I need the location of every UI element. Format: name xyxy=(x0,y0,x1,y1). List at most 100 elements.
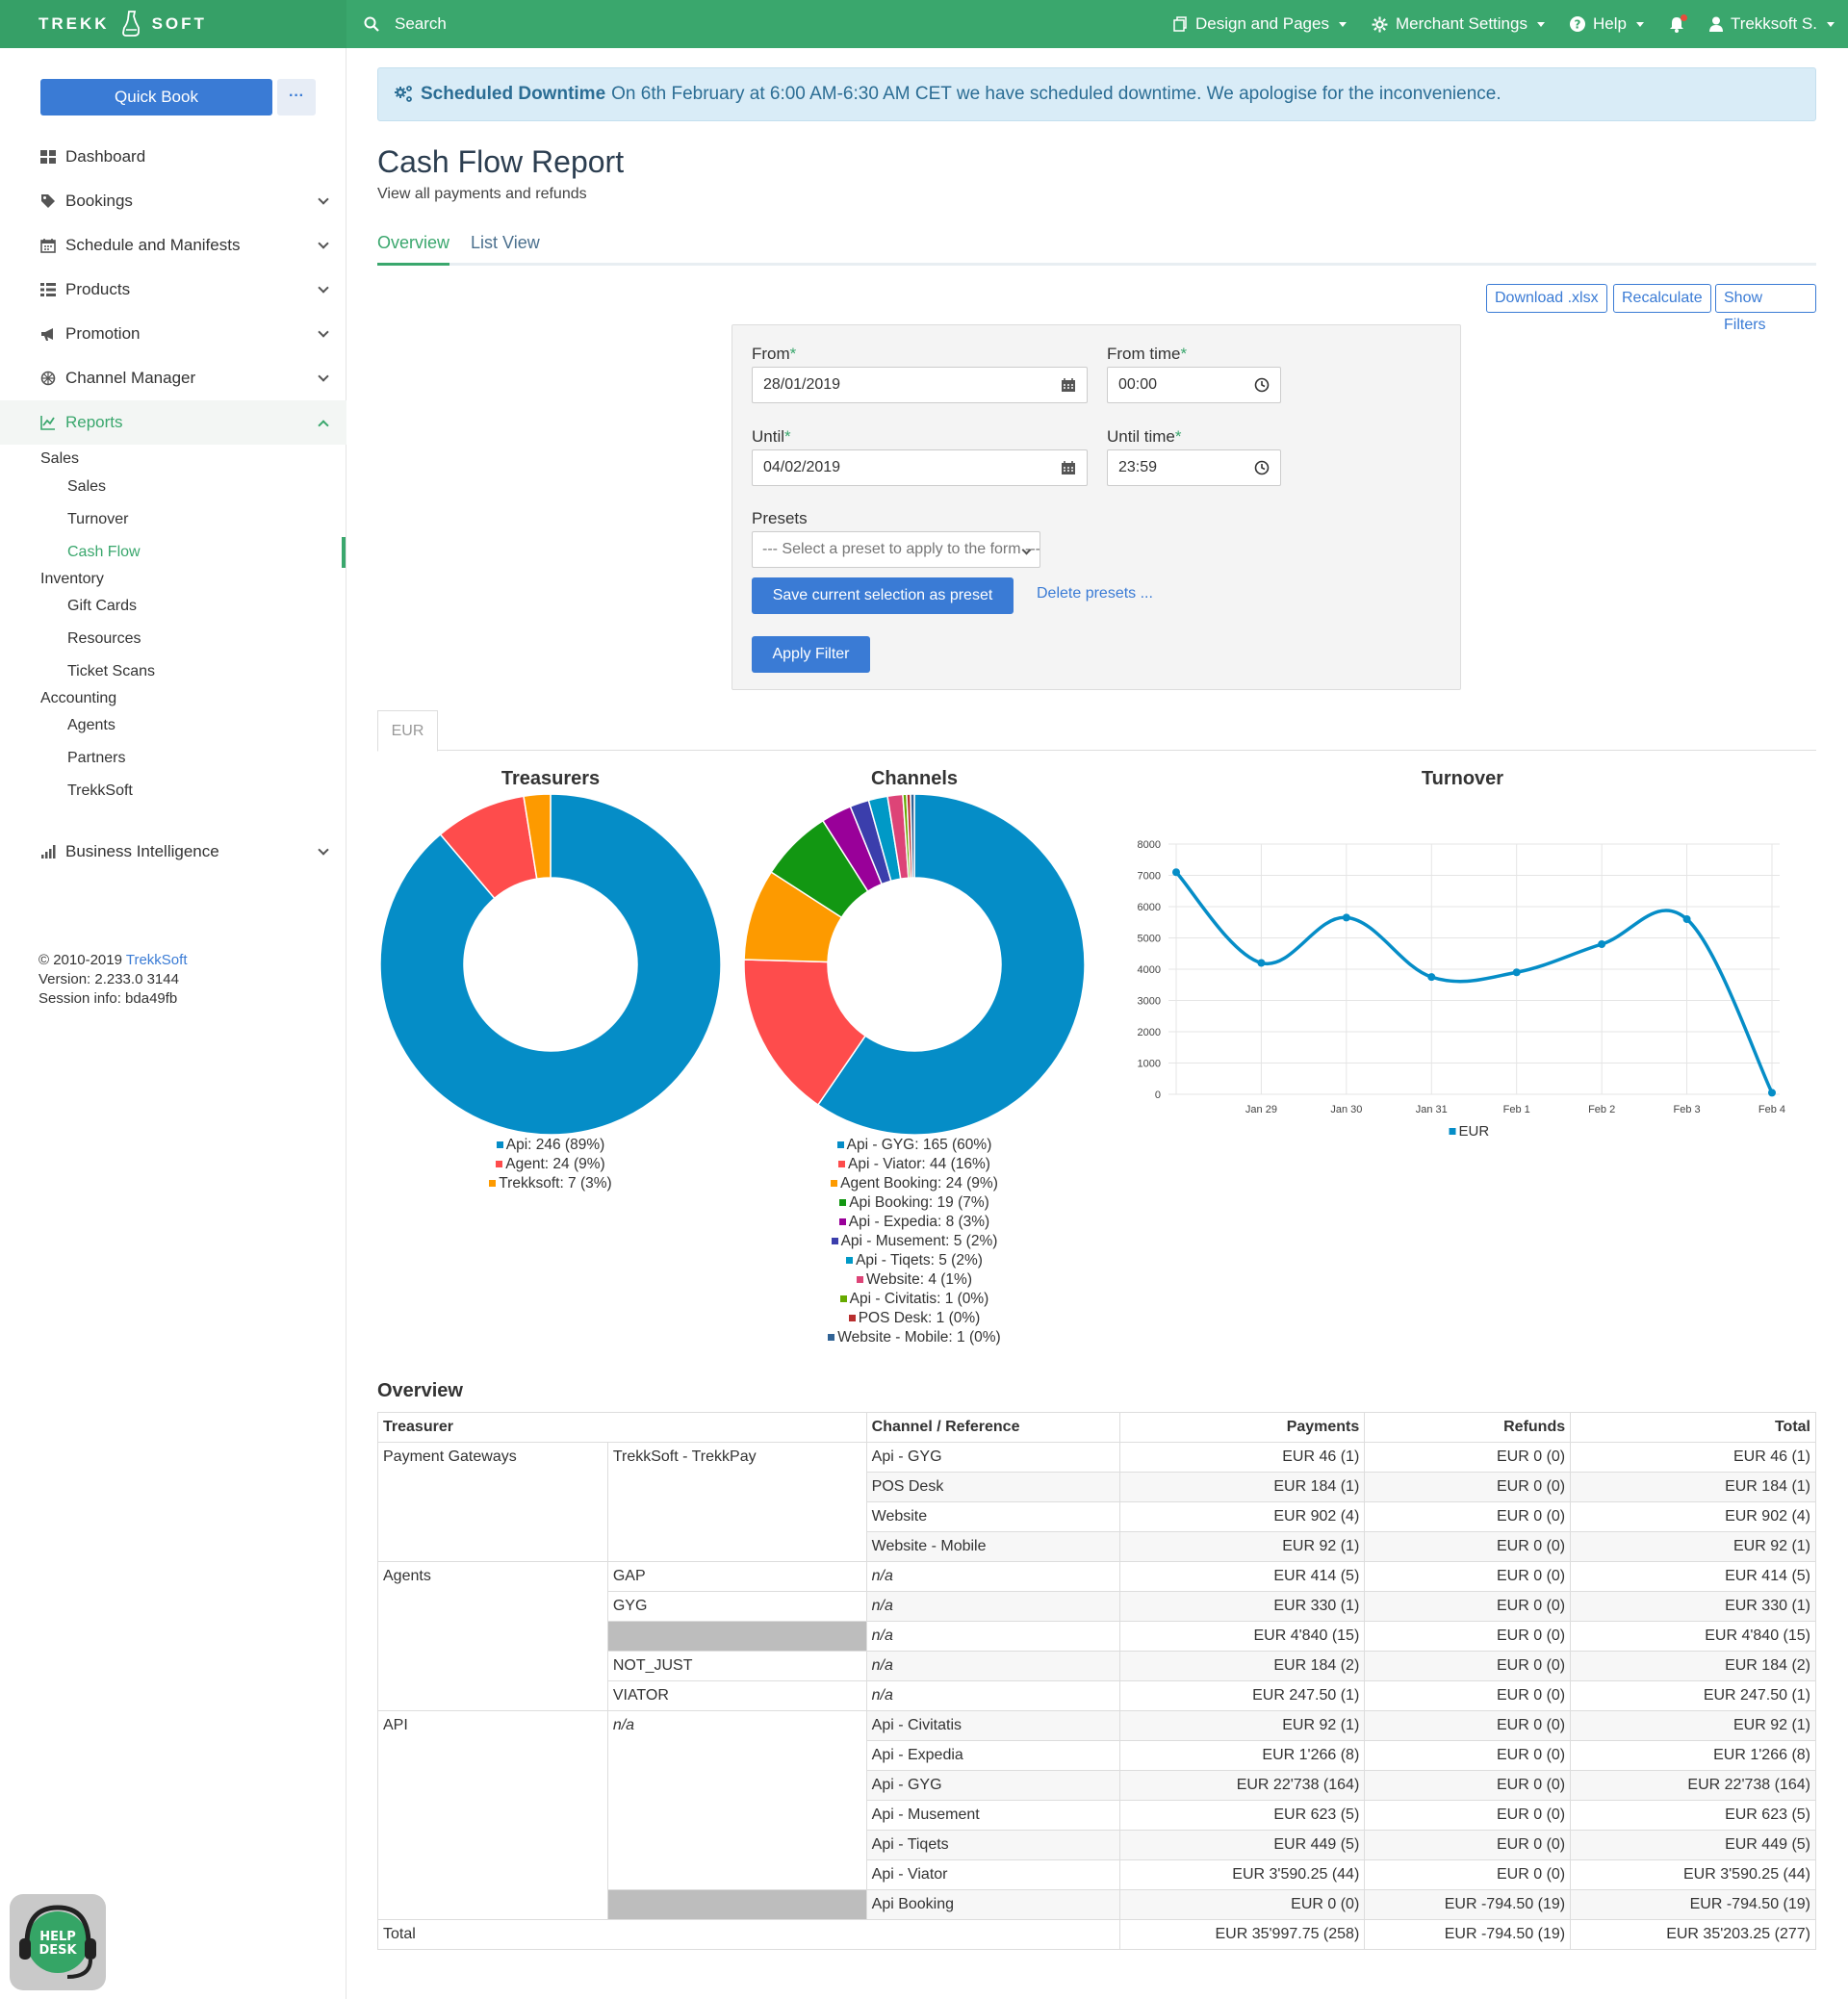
pie-slice[interactable] xyxy=(523,793,552,880)
help-desk-button[interactable]: HELP DESK xyxy=(10,1894,106,1990)
logo[interactable]: TREKK SOFT xyxy=(0,0,346,48)
save-preset-button[interactable]: Save current selection as preset xyxy=(752,577,1014,614)
legend-item[interactable]: Api - GYG: 165 (60%) xyxy=(741,1136,1088,1155)
from-date-input[interactable]: 28/01/2019 xyxy=(752,367,1088,403)
cell-total-refunds: EUR -794.50 (19) xyxy=(1364,1919,1572,1950)
apply-filter-button[interactable]: Apply Filter xyxy=(752,636,870,673)
data-point[interactable] xyxy=(1342,913,1350,922)
data-point[interactable] xyxy=(1512,968,1521,977)
download-xlsx-button[interactable]: Download .xlsx xyxy=(1486,284,1607,313)
data-point[interactable] xyxy=(1598,940,1606,948)
sidebar-item-schedule[interactable]: Schedule and Manifests xyxy=(0,223,346,268)
data-point[interactable] xyxy=(1768,1089,1776,1097)
notifications-button[interactable] xyxy=(1669,13,1687,33)
report-link-cash-flow[interactable]: Cash Flow xyxy=(67,544,141,560)
legend-item[interactable]: Api Booking: 19 (7%) xyxy=(741,1193,1088,1213)
user-menu[interactable]: Trekksoft S. xyxy=(1708,14,1835,34)
report-link-turnover[interactable]: Turnover xyxy=(67,511,129,527)
cell-sub-treasurer: TrekkSoft - TrekkPay xyxy=(606,1442,867,1562)
calendar-icon xyxy=(40,239,56,253)
cell-payments: EUR 449 (5) xyxy=(1119,1830,1366,1860)
legend-item[interactable]: Website - Mobile: 1 (0%) xyxy=(741,1328,1088,1347)
menu-merchant-settings[interactable]: Merchant Settings xyxy=(1372,14,1545,34)
tab-currency-eur[interactable]: EUR xyxy=(377,710,438,752)
legend-item[interactable]: POS Desk: 1 (0%) xyxy=(741,1309,1088,1328)
cell-refunds: EUR 0 (0) xyxy=(1364,1800,1572,1831)
cell-payments: EUR 184 (1) xyxy=(1119,1472,1366,1502)
menu-design-and-pages[interactable]: Design and Pages xyxy=(1172,14,1347,34)
alert-title: Scheduled Downtime xyxy=(421,84,606,104)
table-row: n/a EUR 4'840 (15) EUR 0 (0) EUR 4'840 (15) xyxy=(378,1621,1816,1652)
data-point[interactable] xyxy=(1427,973,1436,982)
sidebar-item-reports[interactable]: Reports xyxy=(0,400,346,445)
report-link-trekksoft[interactable]: TrekkSoft xyxy=(67,782,133,799)
sidebar-item-promotion[interactable]: Promotion xyxy=(0,312,346,356)
legend-item[interactable]: Trekksoft: 7 (3%) xyxy=(377,1174,724,1193)
x-tick-label: Feb 4 xyxy=(1758,1104,1785,1115)
delete-presets-link[interactable]: Delete presets ... xyxy=(1037,585,1153,602)
sidebar-item-label: Business Intelligence xyxy=(65,842,219,860)
cell-total: EUR 623 (5) xyxy=(1570,1800,1816,1831)
legend-item[interactable]: Agent Booking: 24 (9%) xyxy=(741,1174,1088,1193)
cell-total: EUR 92 (1) xyxy=(1570,1710,1816,1741)
data-point[interactable] xyxy=(1172,868,1180,877)
legend-swatch xyxy=(838,1218,846,1225)
cell-refunds: EUR 0 (0) xyxy=(1364,1651,1572,1681)
legend-item[interactable]: Website: 4 (1%) xyxy=(741,1270,1088,1290)
legend-item[interactable]: Api - Tiqets: 5 (2%) xyxy=(741,1251,1088,1270)
cell-sub-treasurer: NOT_JUST xyxy=(606,1651,867,1681)
tab-list-view[interactable]: List View xyxy=(471,233,540,252)
pie-slice[interactable] xyxy=(379,793,722,1136)
until-time-input[interactable]: 23:59 xyxy=(1107,449,1281,486)
sidebar-item-bookings[interactable]: Bookings xyxy=(0,179,346,223)
boot-icon xyxy=(121,11,140,37)
cell-channel: n/a xyxy=(865,1680,1121,1711)
from-time-input[interactable]: 00:00 xyxy=(1107,367,1281,403)
recalculate-button[interactable]: Recalculate xyxy=(1613,284,1711,313)
report-link-sales[interactable]: Sales xyxy=(67,478,107,495)
active-indicator xyxy=(342,537,346,568)
report-link-gift-cards[interactable]: Gift Cards xyxy=(67,598,138,614)
cell-channel: Website - Mobile xyxy=(865,1531,1121,1562)
quick-book-button[interactable]: Quick Book xyxy=(40,79,272,115)
filter-panel: From* 28/01/2019 From time* 00:00 Until*… xyxy=(732,324,1461,690)
cell-sub-treasurer: VIATOR xyxy=(606,1680,867,1711)
presets-label: Presets xyxy=(752,509,808,527)
until-date-input[interactable]: 04/02/2019 xyxy=(752,449,1088,486)
show-filters-button[interactable]: Show Filters xyxy=(1715,284,1816,333)
report-link-partners[interactable]: Partners xyxy=(67,750,126,766)
pie-slice[interactable] xyxy=(816,793,1086,1136)
data-point[interactable] xyxy=(1257,959,1266,967)
tab-overview[interactable]: Overview xyxy=(377,221,450,266)
trekksoft-link[interactable]: TrekkSoft xyxy=(125,952,188,968)
report-link-resources[interactable]: Resources xyxy=(67,630,141,647)
legend-item[interactable]: Api - Viator: 44 (16%) xyxy=(741,1155,1088,1174)
legend-item[interactable]: Api - Expedia: 8 (3%) xyxy=(741,1213,1088,1232)
more-options-button[interactable]: ··· xyxy=(277,79,316,115)
pie-slice[interactable] xyxy=(910,793,915,879)
sidebar-item-products[interactable]: Products xyxy=(0,268,346,312)
legend-item[interactable]: Api: 246 (89%) xyxy=(377,1136,724,1155)
cell-payments: EUR 92 (1) xyxy=(1119,1710,1366,1741)
until-time-label-text: Until time xyxy=(1107,427,1175,446)
report-link-ticket-scans[interactable]: Ticket Scans xyxy=(67,663,155,679)
sidebar-item-channel-manager[interactable]: Channel Manager xyxy=(0,356,346,400)
presets-select[interactable]: --- Select a preset to apply to the form… xyxy=(752,531,1040,568)
sidebar-item-dashboard[interactable]: Dashboard xyxy=(0,135,346,179)
helpdesk-top-text: HELP xyxy=(39,1930,76,1944)
cell-treasurer: API xyxy=(377,1710,608,1920)
cell-total: EUR 902 (4) xyxy=(1570,1501,1816,1532)
legend-item[interactable]: Agent: 24 (9%) xyxy=(377,1155,724,1174)
global-search[interactable]: Search xyxy=(364,0,447,48)
report-link-agents[interactable]: Agents xyxy=(67,717,116,733)
table-row: Agents GAP n/a EUR 414 (5) EUR 0 (0) EUR 414 … xyxy=(377,1561,1816,1711)
sidebar-item-business-intelligence[interactable]: Business Intelligence xyxy=(0,830,346,874)
legend-label: Website - Mobile: 1 (0%) xyxy=(837,1329,1001,1345)
legend-item[interactable]: Api - Civitatis: 1 (0%) xyxy=(741,1290,1088,1309)
data-point[interactable] xyxy=(1682,915,1691,923)
y-tick-label: 0 xyxy=(1155,1089,1161,1101)
cell-refunds: EUR 0 (0) xyxy=(1364,1591,1572,1622)
menu-help[interactable]: ? Help xyxy=(1569,14,1644,34)
y-tick-label: 4000 xyxy=(1138,964,1161,976)
legend-item[interactable]: Api - Musement: 5 (2%) xyxy=(741,1232,1088,1251)
